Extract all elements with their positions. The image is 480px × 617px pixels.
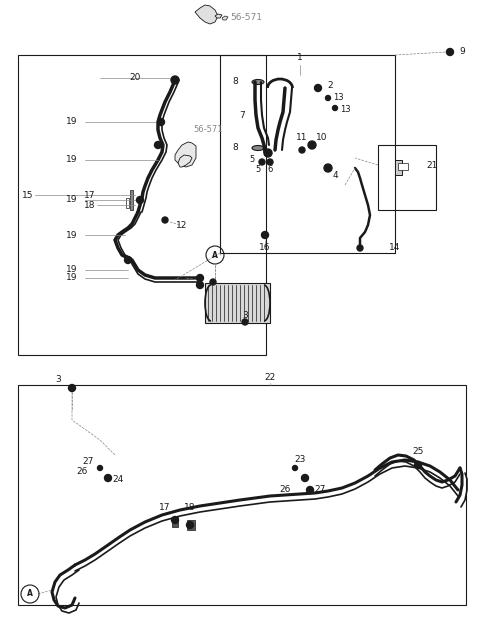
- Text: 22: 22: [264, 373, 276, 383]
- Ellipse shape: [252, 146, 264, 151]
- Bar: [220, 55, 395, 253]
- Text: 13: 13: [340, 106, 350, 115]
- Polygon shape: [195, 5, 218, 24]
- Circle shape: [196, 275, 204, 281]
- Polygon shape: [172, 517, 178, 527]
- Text: 21: 21: [426, 160, 438, 170]
- Circle shape: [171, 76, 179, 84]
- Circle shape: [324, 164, 332, 172]
- Text: 27: 27: [82, 457, 94, 466]
- Text: 11: 11: [296, 133, 308, 143]
- Circle shape: [262, 231, 268, 239]
- Text: 2: 2: [327, 80, 333, 89]
- Text: 27: 27: [314, 486, 326, 494]
- Text: 23: 23: [294, 455, 306, 465]
- Text: 16: 16: [259, 244, 271, 252]
- Circle shape: [97, 465, 103, 471]
- Text: 8: 8: [232, 78, 238, 86]
- Text: 17: 17: [84, 191, 95, 199]
- Bar: [378, 145, 436, 210]
- Text: 13: 13: [333, 94, 343, 102]
- Text: 17: 17: [159, 503, 171, 513]
- Text: 10: 10: [316, 133, 328, 143]
- Text: 20: 20: [129, 73, 141, 83]
- Text: 56-571: 56-571: [230, 14, 262, 22]
- Circle shape: [301, 474, 309, 481]
- Circle shape: [124, 257, 132, 263]
- Circle shape: [264, 149, 272, 157]
- Circle shape: [446, 49, 454, 56]
- Text: A: A: [27, 589, 33, 598]
- Circle shape: [333, 106, 337, 110]
- Circle shape: [314, 85, 322, 91]
- Circle shape: [187, 521, 193, 529]
- Circle shape: [357, 245, 363, 251]
- Circle shape: [308, 141, 316, 149]
- Text: 7: 7: [239, 110, 245, 120]
- Circle shape: [415, 462, 421, 468]
- Text: 56-571: 56-571: [193, 125, 223, 135]
- Text: A: A: [212, 251, 218, 260]
- Circle shape: [157, 118, 165, 125]
- Polygon shape: [187, 520, 195, 530]
- Text: 19: 19: [65, 265, 77, 275]
- Polygon shape: [178, 155, 192, 167]
- Polygon shape: [130, 190, 133, 210]
- Text: 26: 26: [279, 486, 291, 494]
- Circle shape: [242, 319, 248, 325]
- Bar: [18, 55, 266, 355]
- Text: 19: 19: [65, 273, 77, 283]
- Circle shape: [292, 465, 298, 471]
- Text: 14: 14: [389, 244, 401, 252]
- Polygon shape: [222, 16, 228, 20]
- Text: 3: 3: [242, 310, 248, 320]
- Circle shape: [69, 384, 75, 392]
- Text: 25: 25: [412, 447, 424, 457]
- Circle shape: [210, 279, 216, 285]
- Circle shape: [267, 159, 273, 165]
- Circle shape: [259, 159, 265, 165]
- Text: 19: 19: [65, 231, 77, 239]
- Text: 6: 6: [267, 165, 273, 175]
- Polygon shape: [175, 142, 196, 167]
- Polygon shape: [215, 14, 222, 18]
- Circle shape: [196, 281, 204, 289]
- Circle shape: [299, 147, 305, 153]
- Ellipse shape: [252, 80, 264, 85]
- Text: 18: 18: [84, 201, 95, 210]
- Polygon shape: [395, 160, 402, 175]
- Text: 5: 5: [250, 155, 254, 165]
- Circle shape: [105, 474, 111, 481]
- Circle shape: [325, 96, 331, 101]
- Text: 15: 15: [22, 191, 34, 199]
- Circle shape: [155, 141, 161, 149]
- Text: 19: 19: [65, 196, 77, 204]
- Circle shape: [171, 516, 179, 523]
- Circle shape: [307, 486, 313, 494]
- Polygon shape: [126, 198, 129, 208]
- Text: 3: 3: [55, 376, 61, 384]
- Text: 1: 1: [297, 54, 303, 62]
- Text: 8: 8: [232, 144, 238, 152]
- Circle shape: [162, 217, 168, 223]
- Text: 26: 26: [76, 468, 88, 476]
- Text: 5: 5: [255, 165, 261, 175]
- Text: 9: 9: [459, 48, 465, 57]
- Text: 19: 19: [65, 155, 77, 165]
- Text: 24: 24: [112, 476, 124, 484]
- Text: 4: 4: [332, 170, 338, 180]
- Text: 19: 19: [65, 117, 77, 126]
- Bar: [18, 385, 466, 605]
- Text: 12: 12: [176, 220, 188, 230]
- Bar: [205, 283, 270, 323]
- Polygon shape: [398, 163, 408, 170]
- Circle shape: [136, 196, 144, 204]
- Text: 18: 18: [184, 503, 196, 513]
